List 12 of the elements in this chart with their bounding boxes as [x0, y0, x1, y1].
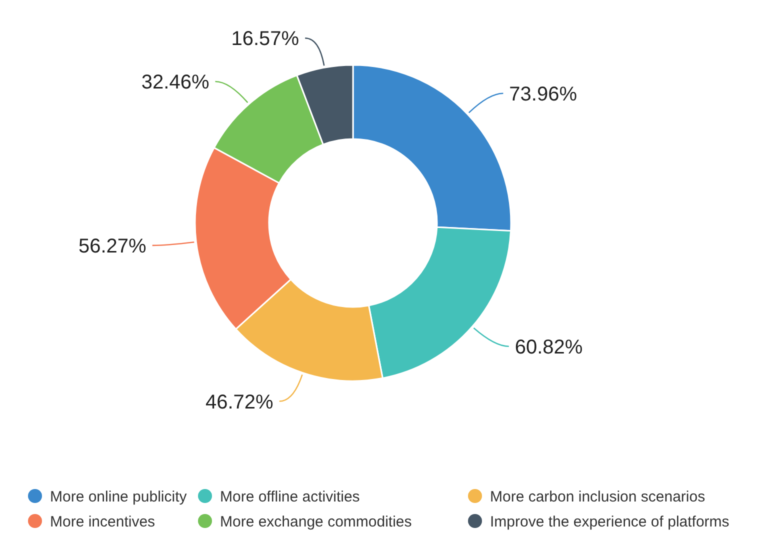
legend-label: More exchange commodities	[220, 513, 412, 530]
legend-label: More carbon inclusion scenarios	[490, 488, 706, 506]
legend-label: More offline activities	[220, 488, 360, 506]
legend-label: More online publicity	[50, 488, 188, 506]
data-label: 46.72%	[205, 391, 274, 414]
legend-label: More incentives	[50, 513, 156, 530]
data-label: 16.57%	[231, 28, 300, 50]
data-label: 32.46%	[141, 71, 210, 94]
data-label: 73.96%	[509, 83, 578, 106]
legend-label: Improve the experience of platforms	[490, 513, 730, 530]
data-label: 56.27%	[78, 235, 147, 258]
data-label: 60.82%	[514, 336, 583, 358]
